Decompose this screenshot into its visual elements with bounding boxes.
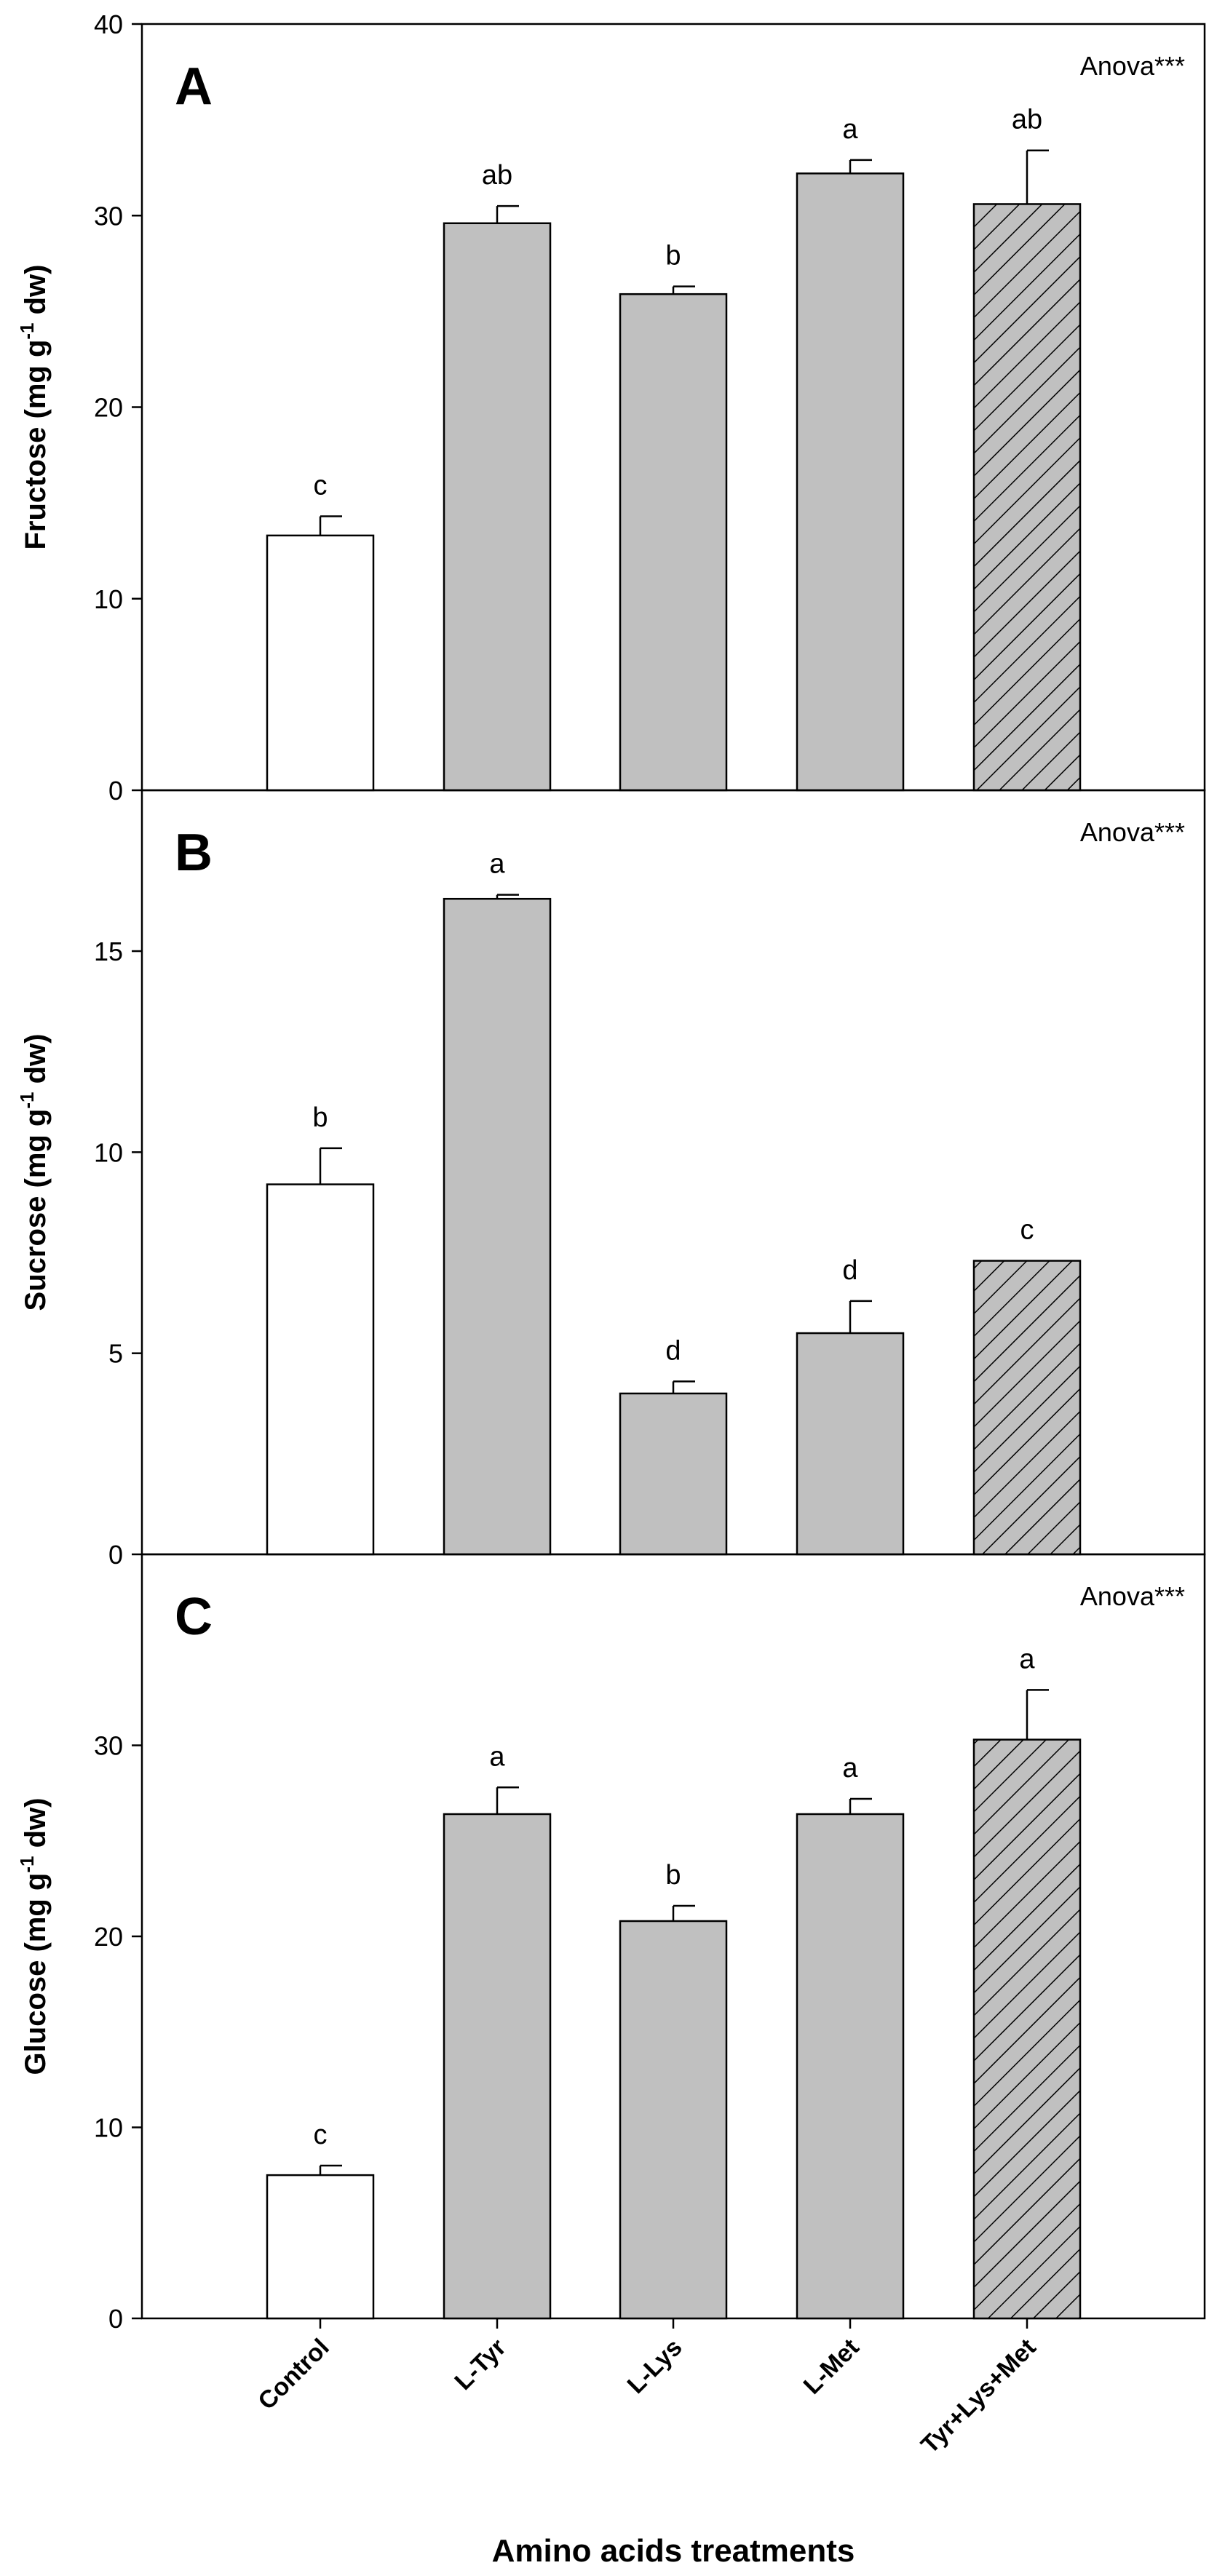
y-tick-label: 10: [94, 2113, 123, 2143]
bar-l-tyr: [443, 897, 552, 1556]
bar-tyr-lys-met: [972, 1260, 1082, 1556]
significance-letter: d: [665, 1335, 681, 1366]
bar-l-lys: [619, 293, 728, 792]
significance-letter: c: [314, 471, 328, 501]
significance-letter: a: [842, 1753, 858, 1784]
y-tick-label: 10: [94, 1137, 123, 1167]
y-tick-label: 0: [108, 776, 123, 806]
bar-l-met: [796, 172, 905, 792]
y-tick-label: 30: [94, 201, 123, 231]
significance-letter: a: [842, 114, 858, 145]
significance-letter: b: [312, 1102, 328, 1133]
bar-l-lys: [619, 1920, 728, 2320]
y-tick-label: 15: [94, 937, 123, 966]
x-category-label: L-Tyr: [449, 2334, 511, 2396]
significance-letter: c: [1020, 1215, 1034, 1246]
y-tick-label: 20: [94, 1922, 123, 1952]
y-tick-label: 0: [108, 2304, 123, 2334]
bar-tyr-lys-met: [972, 1738, 1082, 2320]
significance-letter: b: [665, 241, 681, 271]
significance-letter: ab: [482, 160, 512, 191]
x-category-label: L-Met: [798, 2334, 865, 2400]
bar-l-lys: [619, 1392, 728, 1556]
y-tick-label: 5: [108, 1339, 123, 1369]
panel-a: 0 10 20 30 40 Fructose (mg g-1 dw) A Anova*** c a…: [16, 9, 1206, 806]
bar-control: [266, 1183, 375, 1556]
significance-letter: a: [489, 1741, 505, 1772]
anova-label: Anova***: [1080, 1581, 1185, 1611]
bar-control: [266, 2174, 375, 2320]
panel-letter: C: [175, 1588, 213, 1646]
y-axis-label: Sucrose (mg g-1 dw): [16, 1034, 52, 1311]
x-category-label: L-Lys: [622, 2334, 688, 2399]
bar-control: [266, 534, 375, 792]
y-axis-label: Glucose (mg g-1 dw): [16, 1798, 52, 2075]
significance-letter: ab: [1012, 105, 1042, 135]
x-category-label: Tyr+Lys+Met: [916, 2334, 1042, 2460]
panel-b: 0 5 10 15 Sucrose (mg g-1 dw) B Anova*** b a d d c: [16, 789, 1206, 1570]
y-tick-label: 0: [108, 1540, 123, 1570]
bar-tyr-lys-met: [972, 203, 1082, 792]
y-tick-label: 20: [94, 393, 123, 423]
y-tick-label: 30: [94, 1731, 123, 1761]
x-axis-label: Amino acids treatments: [492, 2533, 855, 2569]
bar-l-met: [796, 1813, 905, 2320]
panel-letter: A: [175, 57, 213, 116]
anova-label: Anova***: [1080, 817, 1185, 847]
significance-letter: a: [489, 849, 505, 880]
y-axis-label: Fructose (mg g-1 dw): [16, 264, 52, 549]
significance-letter: a: [1019, 1644, 1035, 1674]
x-category-label: Control: [253, 2334, 334, 2415]
bar-l-tyr: [443, 1813, 552, 2320]
panel-letter: B: [175, 824, 213, 882]
significance-letter: d: [842, 1255, 857, 1286]
significance-letter: b: [665, 1860, 681, 1891]
panel-c: 0 10 20 30 Glucose (mg g-1 dw) C Anova*** c a b a a: [16, 1553, 1206, 2334]
y-tick-label: 10: [94, 584, 123, 614]
significance-letter: c: [314, 2120, 328, 2150]
bar-l-tyr: [443, 222, 552, 792]
anova-label: Anova***: [1080, 51, 1185, 81]
bar-l-met: [796, 1332, 905, 1556]
y-tick-label: 40: [94, 9, 123, 39]
